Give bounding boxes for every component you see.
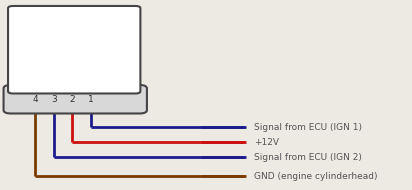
FancyBboxPatch shape	[8, 6, 140, 93]
Text: 2: 2	[69, 95, 75, 104]
Text: 4: 4	[33, 95, 38, 104]
Text: Signal from ECU (IGN 2): Signal from ECU (IGN 2)	[254, 153, 362, 162]
Text: +12V: +12V	[254, 138, 279, 147]
FancyBboxPatch shape	[4, 85, 147, 113]
Text: GND (engine cylinderhead): GND (engine cylinderhead)	[254, 172, 377, 181]
Text: Signal from ECU (IGN 1): Signal from ECU (IGN 1)	[254, 123, 362, 131]
Text: 3: 3	[51, 95, 57, 104]
Text: 1: 1	[88, 95, 94, 104]
